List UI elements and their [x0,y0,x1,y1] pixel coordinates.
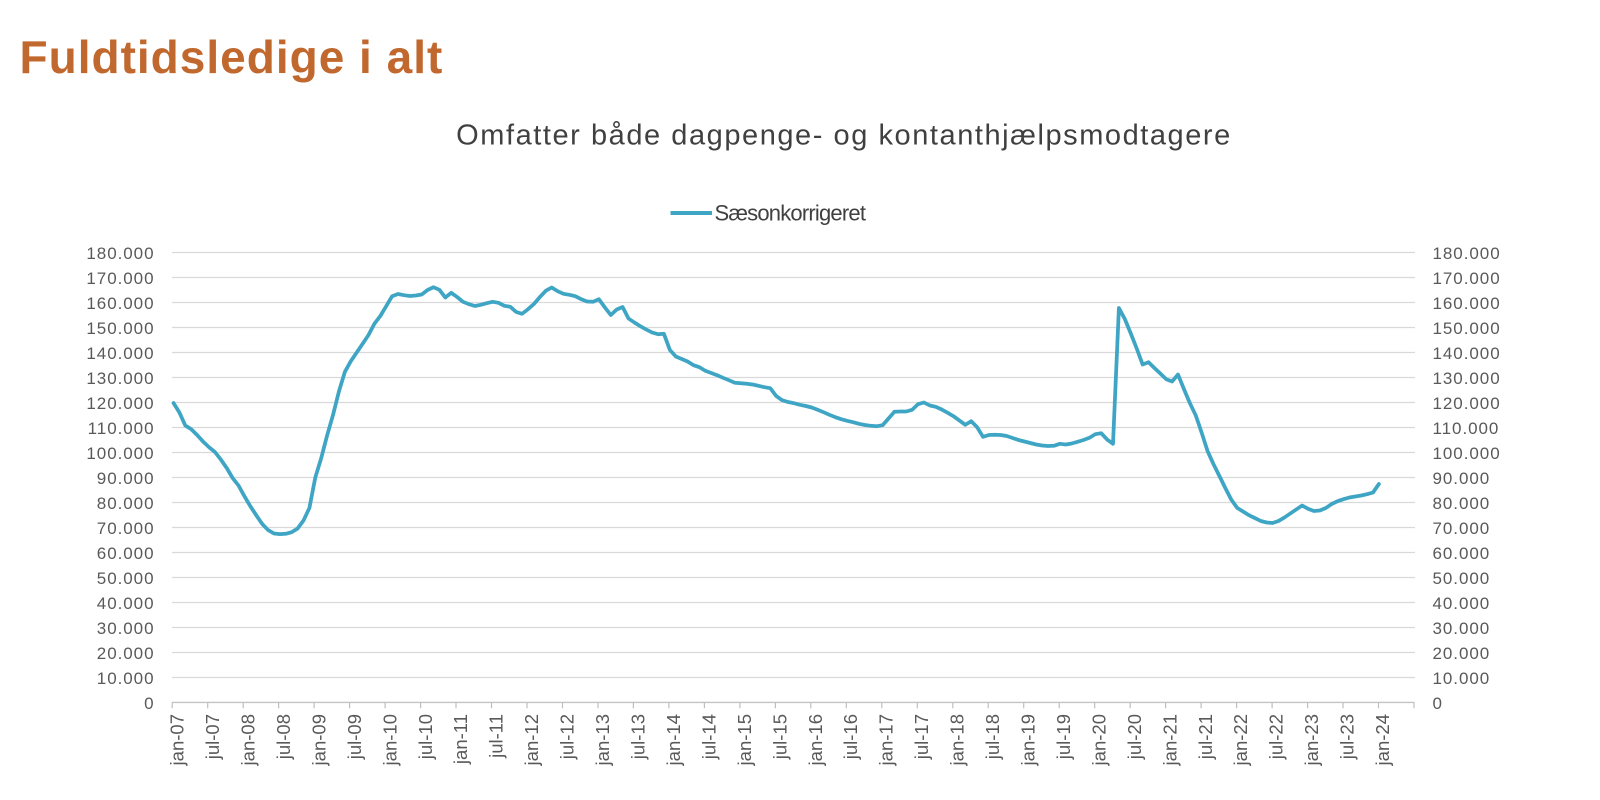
svg-text:30.000: 30.000 [1433,619,1491,638]
svg-text:40.000: 40.000 [97,594,155,613]
svg-text:70.000: 70.000 [97,519,155,538]
svg-text:100.000: 100.000 [86,444,154,463]
svg-text:90.000: 90.000 [97,469,155,488]
svg-text:jan-10: jan-10 [379,714,400,766]
svg-text:110.000: 110.000 [1433,419,1500,438]
svg-text:jul-11: jul-11 [486,714,507,759]
svg-text:80.000: 80.000 [1433,494,1491,513]
svg-text:0: 0 [144,694,154,713]
svg-text:30.000: 30.000 [97,619,155,638]
svg-text:jul-07: jul-07 [202,714,223,760]
svg-text:jul-15: jul-15 [769,714,790,760]
svg-text:170.000: 170.000 [1433,269,1501,288]
svg-text:jan-19: jan-19 [1018,714,1039,766]
svg-text:10.000: 10.000 [97,669,155,688]
svg-text:120.000: 120.000 [1433,394,1501,413]
svg-text:100.000: 100.000 [1433,444,1501,463]
svg-text:jan-21: jan-21 [1159,714,1180,766]
svg-text:jan-12: jan-12 [521,714,542,766]
svg-text:jul-14: jul-14 [698,714,719,760]
svg-text:140.000: 140.000 [1433,344,1501,363]
svg-text:jul-21: jul-21 [1195,714,1216,760]
svg-text:jul-17: jul-17 [911,714,932,760]
svg-text:180.000: 180.000 [1433,244,1501,263]
svg-text:40.000: 40.000 [1433,594,1491,613]
svg-text:170.000: 170.000 [86,269,154,288]
svg-text:jul-19: jul-19 [1053,714,1074,760]
svg-text:180.000: 180.000 [86,244,154,263]
svg-text:jul-20: jul-20 [1124,714,1145,760]
svg-text:jul-22: jul-22 [1266,714,1287,760]
svg-text:160.000: 160.000 [86,294,154,313]
svg-text:jan-13: jan-13 [592,714,613,766]
svg-text:jul-09: jul-09 [344,714,365,760]
svg-text:Sæsonkorrigeret: Sæsonkorrigeret [715,201,866,226]
svg-text:150.000: 150.000 [1433,319,1501,338]
svg-text:60.000: 60.000 [1433,544,1491,563]
svg-text:110.000: 110.000 [88,419,155,438]
svg-text:jan-15: jan-15 [734,714,755,766]
svg-text:160.000: 160.000 [1433,294,1501,313]
svg-text:20.000: 20.000 [97,644,155,663]
svg-text:jan-09: jan-09 [308,714,329,766]
svg-text:jan-24: jan-24 [1372,714,1393,766]
svg-text:0: 0 [1433,694,1443,713]
svg-text:130.000: 130.000 [86,369,154,388]
svg-text:70.000: 70.000 [1433,519,1491,538]
svg-text:80.000: 80.000 [97,494,155,513]
svg-text:20.000: 20.000 [1433,644,1491,663]
svg-text:90.000: 90.000 [1433,469,1491,488]
svg-text:jan-11: jan-11 [450,714,471,765]
svg-text:jan-14: jan-14 [663,714,684,766]
svg-text:jul-10: jul-10 [415,714,436,760]
svg-text:jan-18: jan-18 [947,714,968,766]
svg-text:jan-07: jan-07 [167,714,188,766]
svg-text:60.000: 60.000 [97,544,155,563]
svg-text:150.000: 150.000 [86,319,154,338]
svg-text:50.000: 50.000 [97,569,155,588]
svg-text:jul-12: jul-12 [557,714,578,760]
svg-text:jan-23: jan-23 [1301,714,1322,766]
svg-text:10.000: 10.000 [1433,669,1491,688]
svg-text:Omfatter både dagpenge- og kon: Omfatter både dagpenge- og kontanthjælps… [456,120,1232,152]
svg-text:jan-16: jan-16 [805,714,826,766]
svg-text:140.000: 140.000 [86,344,154,363]
svg-text:jul-23: jul-23 [1337,714,1358,760]
svg-text:jul-08: jul-08 [273,714,294,760]
svg-text:jan-08: jan-08 [238,714,259,766]
svg-text:jul-16: jul-16 [840,714,861,760]
svg-text:jul-18: jul-18 [982,714,1003,760]
svg-text:jan-22: jan-22 [1230,714,1251,766]
svg-text:jan-20: jan-20 [1088,714,1109,766]
svg-text:50.000: 50.000 [1433,569,1491,588]
svg-text:jan-17: jan-17 [876,714,897,766]
svg-text:jul-13: jul-13 [628,714,649,760]
svg-text:130.000: 130.000 [1433,369,1501,388]
svg-text:Fuldtidsledige i alt: Fuldtidsledige i alt [20,31,444,83]
svg-text:120.000: 120.000 [86,394,154,413]
